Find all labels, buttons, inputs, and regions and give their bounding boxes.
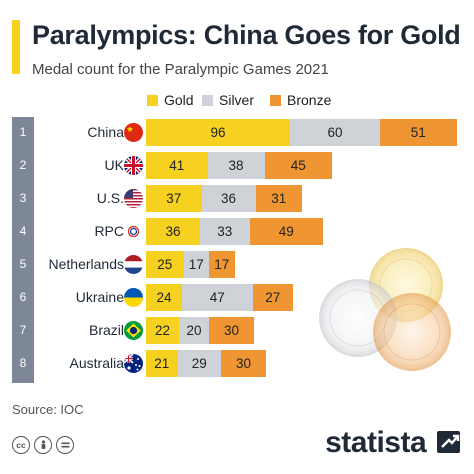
legend-label-bronze: Bronze	[287, 92, 332, 108]
bar-silver-uk: 38	[207, 152, 265, 179]
bar-silver-netherlands: 17	[183, 251, 209, 278]
country-label-u-s: U.S.	[96, 190, 124, 206]
legend-swatch-silver	[202, 94, 213, 106]
bar-silver-china: 60	[290, 119, 380, 146]
legend-swatch-gold	[147, 94, 158, 106]
brand-name: statista	[325, 426, 427, 459]
bar-bronze-ukraine: 27	[252, 284, 293, 311]
country-label-rpc: RPC	[94, 223, 124, 239]
legend-item-bronze: Bronze	[270, 92, 331, 108]
rank-column	[12, 117, 34, 383]
rank-label: 4	[19, 224, 27, 238]
bar-bronze-rpc: 49	[249, 218, 323, 245]
bar-bronze-china: 51	[380, 119, 457, 146]
us-flag-icon	[124, 189, 143, 208]
bar-bronze-brazil: 30	[209, 317, 254, 344]
legend-item-gold: Gold	[147, 92, 194, 108]
bar-gold-u-s: 37	[146, 185, 202, 212]
chart-subtitle: Medal count for the Paralympic Games 202…	[32, 61, 329, 78]
bar-silver-ukraine: 47	[182, 284, 253, 311]
statista-arrow-icon	[437, 431, 460, 453]
rank-label: 2	[19, 158, 27, 172]
bar-gold-netherlands: 25	[146, 251, 184, 278]
bar-silver-australia: 29	[177, 350, 221, 377]
rank-label: 8	[19, 356, 27, 370]
bronze-medal-icon	[373, 293, 451, 371]
bar-bronze-u-s: 31	[255, 185, 302, 212]
equals-icon[interactable]	[56, 436, 74, 454]
bar-gold-brazil: 22	[146, 317, 179, 344]
bar-bronze-uk: 45	[264, 152, 332, 179]
bar-gold-ukraine: 24	[146, 284, 182, 311]
brazil-flag-icon	[124, 321, 143, 340]
rank-label: 7	[19, 323, 27, 337]
person-icon[interactable]	[34, 436, 52, 454]
source-note: Source: IOC	[12, 402, 84, 417]
country-label-netherlands: Netherlands	[48, 256, 125, 272]
legend-swatch-bronze	[270, 94, 281, 106]
rank-label: 1	[19, 125, 27, 139]
rank-label: 3	[19, 191, 27, 205]
netherlands-flag-icon	[124, 255, 143, 274]
legend: Gold Silver Bronze	[0, 92, 474, 112]
bar-gold-rpc: 36	[146, 218, 200, 245]
rank-label: 5	[19, 257, 27, 271]
country-label-ukraine: Ukraine	[75, 289, 124, 305]
legend-label-silver: Silver	[219, 92, 255, 108]
country-label-uk: UK	[104, 157, 124, 173]
statista-logo[interactable]: statista	[325, 426, 462, 460]
cc-icon[interactable]: cc	[12, 436, 30, 454]
uk-flag-icon	[124, 156, 143, 175]
rpc-flag-icon	[124, 222, 143, 241]
bar-gold-uk: 41	[146, 152, 208, 179]
bar-silver-brazil: 20	[179, 317, 209, 344]
bar-silver-u-s: 36	[201, 185, 256, 212]
title-accent-bar	[12, 20, 20, 74]
australia-flag-icon	[124, 354, 143, 373]
bar-silver-rpc: 33	[200, 218, 250, 245]
country-label-china: China	[87, 124, 124, 140]
bar-gold-china: 96	[146, 119, 290, 146]
legend-item-silver: Silver	[202, 92, 254, 108]
license-icons: cc	[12, 436, 74, 454]
china-flag-icon	[124, 123, 143, 142]
rank-label: 6	[19, 290, 27, 304]
ukraine-flag-icon	[124, 288, 143, 307]
country-label-brazil: Brazil	[88, 322, 124, 338]
chart-title: Paralympics: China Goes for Gold	[32, 20, 461, 50]
bar-bronze-australia: 30	[221, 350, 266, 377]
bar-bronze-netherlands: 17	[209, 251, 235, 278]
legend-label-gold: Gold	[164, 92, 194, 108]
bar-gold-australia: 21	[146, 350, 178, 377]
country-label-australia: Australia	[69, 355, 124, 371]
